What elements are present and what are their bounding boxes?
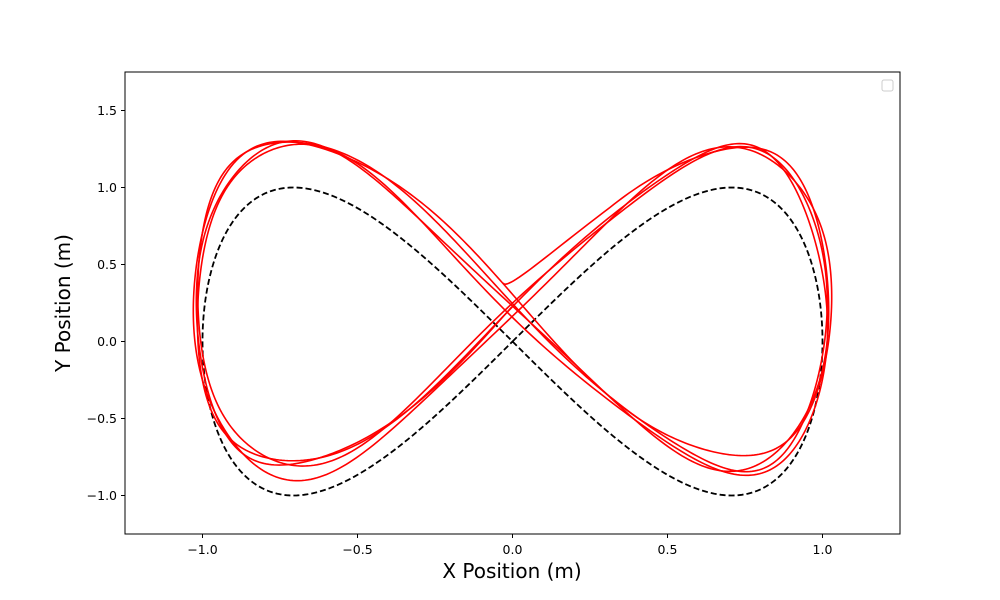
y-axis-ticks: −1.0 −0.5 0.0 0.5 1.0 1.5 [87, 103, 125, 503]
actual-trajectory-line [192, 140, 833, 482]
y-tick-label: 1.0 [97, 180, 117, 195]
x-axis-label: X Position (m) [442, 559, 581, 583]
x-tick-label: 0.5 [658, 542, 678, 557]
y-axis-label: Y Position (m) [51, 234, 75, 373]
reference-trajectory-line [201, 186, 824, 497]
x-axis-ticks: −1.0 −0.5 0.0 0.5 1.0 [187, 534, 832, 557]
actual-trajectory-line [196, 141, 829, 473]
x-tick-label: −0.5 [342, 542, 372, 557]
x-tick-label: −1.0 [187, 542, 217, 557]
y-tick-label: −1.0 [87, 488, 117, 503]
x-tick-label: 0.0 [503, 542, 523, 557]
y-tick-label: 1.5 [97, 103, 117, 118]
y-tick-label: 0.0 [97, 334, 117, 349]
legend-box [881, 79, 894, 92]
y-tick-label: 0.5 [97, 257, 117, 272]
series-layer [192, 139, 833, 497]
y-tick-label: −0.5 [87, 411, 117, 426]
x-tick-label: 1.0 [813, 542, 833, 557]
plot-frame [124, 71, 901, 535]
